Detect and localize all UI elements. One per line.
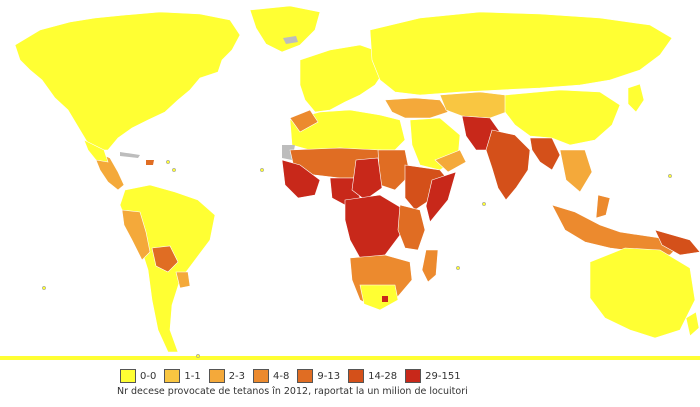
map-caption: Nr decese provocate de tetanos în 2012, …: [117, 386, 468, 397]
legend-swatch: [120, 369, 136, 383]
legend-label: 1-1: [184, 370, 201, 382]
region-central-asia: [439, 91, 513, 119]
legend-item: 14-28: [348, 369, 397, 383]
legend-label: 29-151: [425, 370, 461, 382]
legend-item: 4-8: [253, 369, 289, 383]
region-north-america: [14, 11, 241, 151]
region-central-africa: [344, 194, 406, 259]
region-east-africa: [397, 204, 426, 251]
legend-swatch: [405, 369, 422, 383]
region-europe: [299, 44, 386, 113]
legend-label: 14-28: [368, 370, 398, 382]
legend-label: 2-3: [228, 370, 246, 382]
region-somalia: [425, 171, 457, 223]
region-paraguay: [175, 271, 191, 289]
region-central-america-north: [83, 139, 109, 163]
legend-item: 1-1: [164, 369, 201, 383]
legend: 0-0 1-1 2-3 4-8 9-13 14-28 29-151: [120, 368, 469, 384]
region-japan: [627, 83, 645, 113]
region-greenland: [249, 5, 321, 53]
region-india: [485, 129, 531, 201]
region-antarctica: [0, 356, 700, 360]
region-madagascar: [421, 249, 439, 283]
legend-swatch: [208, 369, 225, 383]
region-west-africa: [281, 159, 321, 199]
region-no-data-north: [283, 36, 298, 44]
world-map: [0, 5, 700, 360]
region-south-africa: [359, 284, 399, 311]
island-dot: [196, 354, 200, 358]
legend-swatch: [348, 369, 365, 383]
island-dot: [260, 168, 264, 172]
region-chad-car: [351, 157, 383, 201]
island-dot: [172, 168, 176, 172]
legend-item: 0-0: [120, 369, 156, 383]
legend-item: 9-13: [297, 369, 340, 383]
island-dot: [166, 160, 170, 164]
legend-swatch: [297, 369, 314, 383]
legend-label: 4-8: [273, 370, 290, 382]
region-colombia-peru: [121, 209, 151, 261]
region-china: [504, 89, 621, 146]
region-yemen-oman: [434, 149, 467, 173]
legend-swatch: [253, 369, 270, 383]
region-lesotho: [382, 296, 388, 302]
region-new-zealand: [685, 311, 700, 337]
legend-label: 9-13: [317, 370, 341, 382]
region-morocco: [289, 109, 319, 133]
region-australia: [589, 247, 696, 339]
region-southeast-asia: [559, 149, 593, 193]
region-philippines: [595, 194, 611, 219]
region-haiti: [146, 160, 154, 165]
island-dot: [482, 202, 486, 206]
region-bolivia: [151, 245, 179, 273]
legend-label: 0-0: [140, 370, 157, 382]
region-bangladesh-myanmar: [529, 137, 561, 171]
region-indonesia: [551, 204, 681, 256]
legend-item: 29-151: [405, 369, 461, 383]
region-north-asia: [369, 11, 673, 96]
region-papua: [654, 229, 700, 256]
legend-swatch: [164, 369, 181, 383]
island-dot: [456, 266, 460, 270]
region-cuba: [120, 152, 140, 158]
island-dot: [42, 286, 46, 290]
legend-item: 2-3: [208, 369, 246, 383]
island-dot: [668, 174, 672, 178]
region-middle-east-turkey: [384, 97, 449, 119]
